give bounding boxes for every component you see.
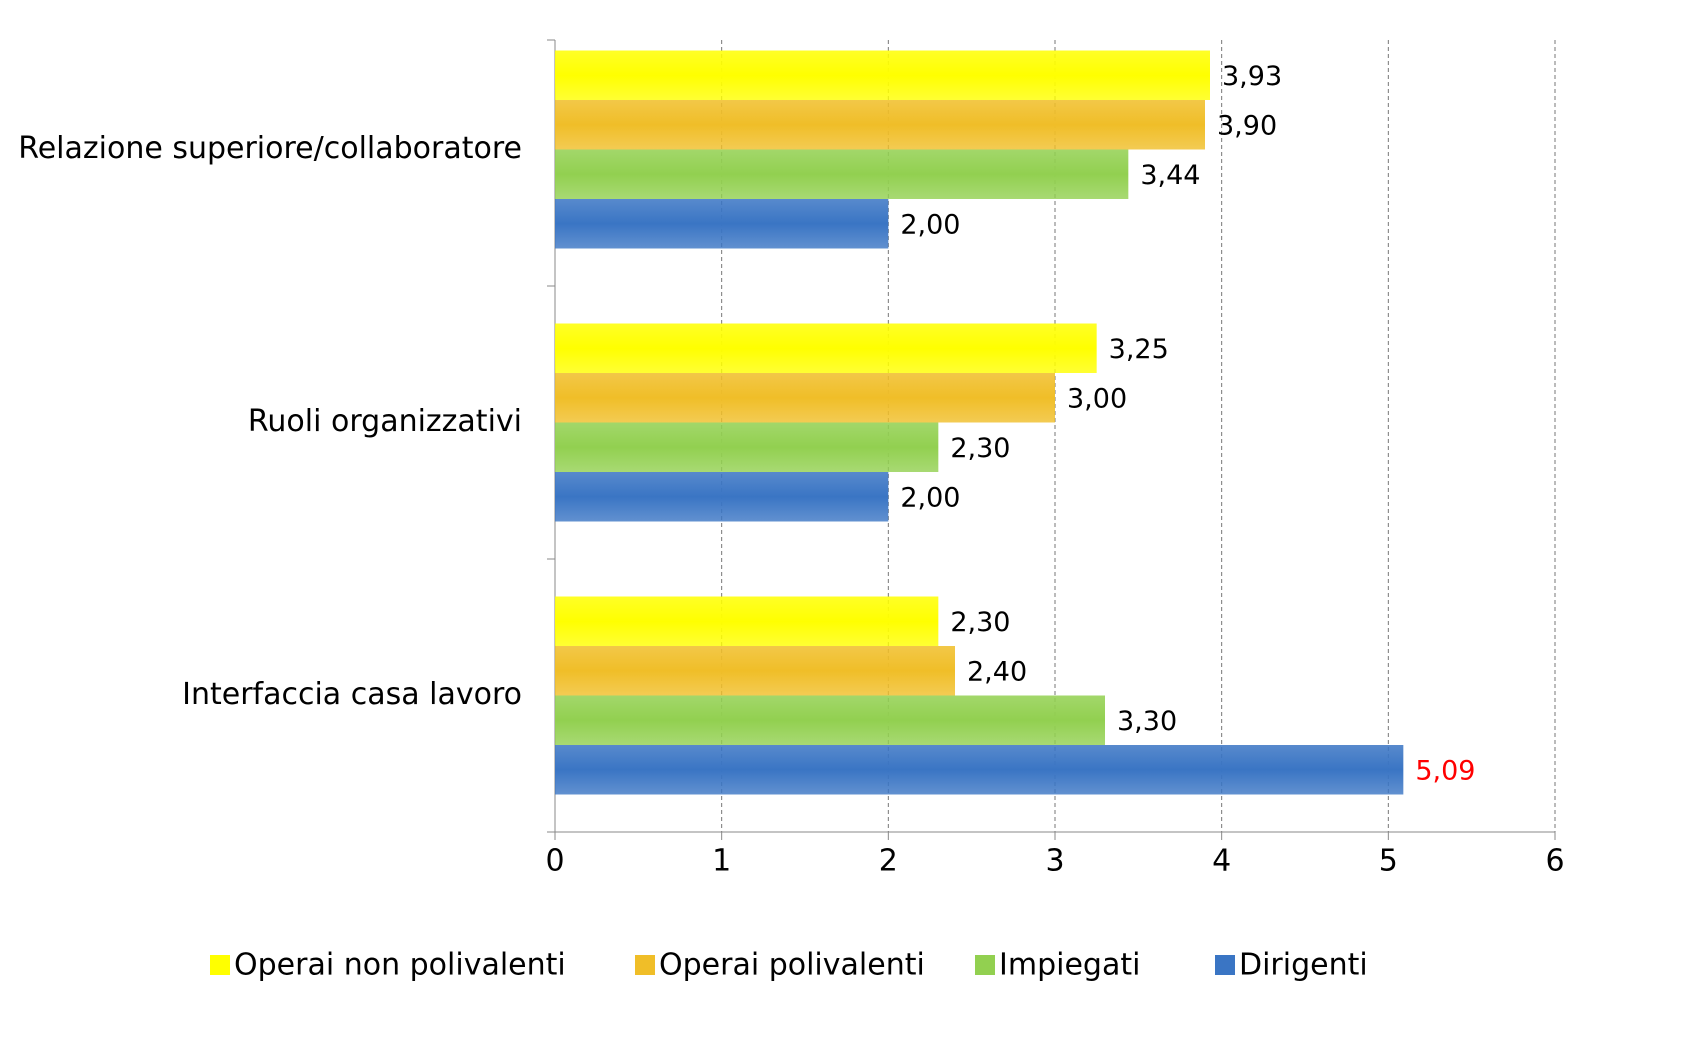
bar [555, 596, 939, 646]
bar [555, 373, 1055, 423]
legend-label: Operai non polivalenti [234, 948, 566, 983]
bar [555, 323, 1097, 373]
x-tick-label: 2 [879, 844, 898, 879]
y-tick-label: Ruoli organizzativi [248, 404, 522, 439]
value-label: 2,40 [967, 656, 1027, 687]
value-label: 3,44 [1140, 160, 1200, 191]
y-tick-label: Interfaccia casa lavoro [182, 677, 522, 712]
bar [555, 50, 1210, 100]
legend-swatch [1215, 955, 1235, 975]
legend-swatch [210, 955, 230, 975]
y-tick-label: Relazione superiore/collaboratore [18, 131, 522, 166]
legend-swatch [975, 955, 995, 975]
value-label: 2,30 [950, 433, 1010, 464]
value-label: 3,30 [1117, 706, 1177, 737]
value-label: 2,00 [900, 482, 960, 513]
x-tick-label: 0 [545, 844, 564, 879]
legend-swatch [635, 955, 655, 975]
value-label: 2,30 [950, 607, 1010, 638]
bar [555, 149, 1129, 199]
bar [555, 199, 889, 249]
value-label: 2,00 [900, 209, 960, 240]
value-label: 3,25 [1109, 334, 1169, 365]
bar [555, 100, 1205, 150]
value-label: 3,00 [1067, 383, 1127, 414]
legend-label: Operai polivalenti [659, 948, 925, 983]
legend-label: Dirigenti [1239, 948, 1368, 983]
bar [555, 472, 889, 522]
bar [555, 422, 939, 472]
value-label: 5,09 [1415, 755, 1475, 786]
legend-label: Impiegati [999, 948, 1140, 983]
value-label: 3,90 [1217, 110, 1277, 141]
bar [555, 646, 955, 696]
bar [555, 695, 1105, 745]
x-tick-label: 1 [712, 844, 731, 879]
x-tick-label: 6 [1545, 844, 1564, 879]
bar [555, 745, 1404, 795]
x-tick-label: 5 [1379, 844, 1398, 879]
value-label: 3,93 [1222, 61, 1282, 92]
x-tick-label: 4 [1212, 844, 1231, 879]
x-tick-label: 3 [1045, 844, 1064, 879]
